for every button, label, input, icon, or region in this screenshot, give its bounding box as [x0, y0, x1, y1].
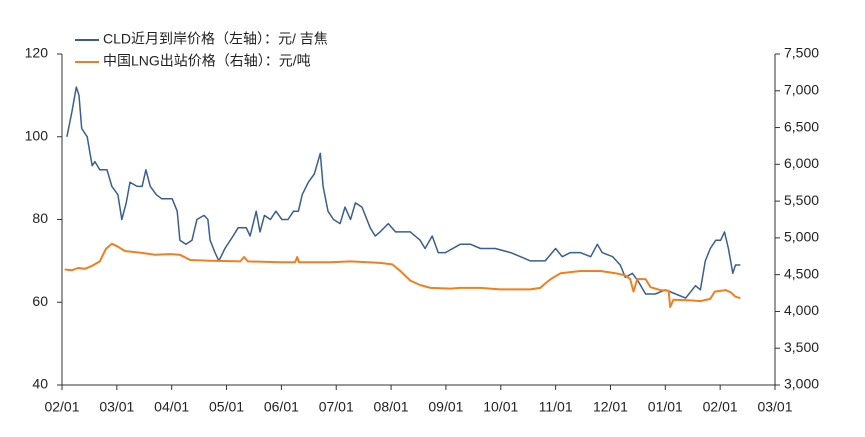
y-tick-label: 100 — [25, 127, 49, 143]
x-tick-label: 05/01 — [209, 399, 244, 415]
series-line — [64, 242, 741, 308]
y2-tick-label: 7,500 — [784, 45, 819, 61]
x-tick-label: 02/01 — [703, 399, 738, 415]
y-tick-label: 80 — [32, 210, 48, 226]
y2-tick-label: 4,500 — [784, 265, 819, 281]
y2-tick-label: 6,500 — [784, 118, 819, 134]
legend-label: 中国LNG出站价格（右轴）：元/吨 — [103, 53, 311, 69]
x-tick-label: 12/01 — [593, 399, 628, 415]
x-tick-label: 11/01 — [539, 399, 573, 415]
y2-tick-label: 3,500 — [784, 339, 819, 355]
x-tick-label: 01/01 — [648, 399, 683, 415]
y2-tick-label: 4,000 — [784, 302, 819, 318]
y-tick-label: 60 — [32, 293, 48, 309]
x-tick-label: 03/01 — [99, 399, 134, 415]
x-tick-label: 03/01 — [757, 399, 792, 415]
y-tick-label: 40 — [32, 376, 48, 392]
x-tick-label: 10/01 — [483, 399, 518, 415]
series-line — [66, 86, 741, 299]
x-tick-label: 07/01 — [319, 399, 354, 415]
legend-label: CLD近月到岸价格（左轴）：元/ 吉焦 — [103, 31, 328, 47]
y2-tick-label: 5,500 — [784, 192, 819, 208]
y-tick-label: 120 — [25, 45, 49, 61]
y2-tick-label: 3,000 — [784, 376, 819, 392]
y2-tick-label: 6,000 — [784, 155, 819, 171]
y2-tick-label: 7,000 — [784, 81, 819, 97]
x-tick-label: 08/01 — [374, 399, 409, 415]
y2-tick-label: 5,000 — [784, 229, 819, 245]
x-tick-label: 09/01 — [428, 399, 463, 415]
x-tick-label: 04/01 — [154, 399, 189, 415]
x-tick-label: 02/01 — [44, 399, 79, 415]
x-tick-label: 06/01 — [264, 399, 299, 415]
